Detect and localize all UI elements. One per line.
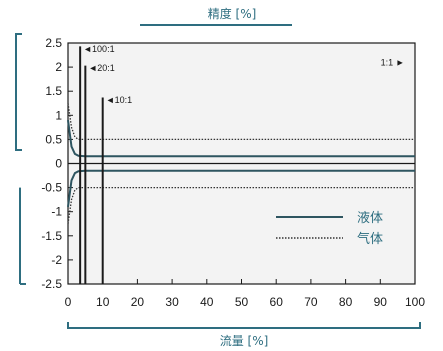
annotation-layer: ◄100:1 ◄20:1 ◄10:1 1:1 ►: [79, 44, 405, 284]
turndown-label: ◄20:1: [88, 63, 114, 73]
x-axis-bracket: [67, 322, 421, 329]
ratio-annotation: 1:1 ►: [381, 57, 405, 67]
x-tick-label: 100: [405, 295, 425, 309]
x-tick-label: 90: [374, 295, 388, 309]
y-tick-label: -0.5: [41, 181, 62, 195]
legend-liquid-label: 液体: [357, 211, 383, 226]
legend-gas-label: 气体: [357, 231, 383, 247]
x-tick-label: 40: [200, 295, 214, 309]
y-tick-label: 1.5: [45, 84, 62, 98]
turndown-label: ◄100:1: [83, 44, 114, 54]
x-tick-label: 60: [270, 295, 284, 309]
y-tick-label: 0.5: [45, 132, 62, 146]
x-tick-label: 70: [304, 295, 318, 309]
x-tick-label: 80: [339, 295, 353, 309]
y-tick-label: 2: [55, 60, 62, 74]
tick-layer: 2.521.510.50-0.5-1-1.5-2-2.50 10 20 30 40 50 6…: [19, 36, 425, 309]
y-tick-label: -1: [51, 205, 62, 219]
y-tick-label: 2.5: [45, 36, 62, 50]
legend: 液体 气体: [276, 211, 383, 247]
x-tick-label: 20: [131, 295, 145, 309]
y-axis-title-underline: [140, 24, 292, 26]
y-tick-label: -1.5: [41, 229, 62, 243]
y-axis-bracket-left: [15, 33, 22, 151]
y-axis-title: 精度 [%]: [208, 6, 257, 21]
x-tick-label: 30: [165, 295, 179, 309]
x-axis-title: 流量 [%]: [220, 334, 269, 348]
x-tick-label: 50: [235, 295, 249, 309]
x-tick-label: 0: [65, 295, 72, 309]
y-tick-label: 0: [55, 157, 62, 171]
y-tick-label: -2.5: [41, 277, 62, 291]
y-tick-label: 1: [55, 108, 62, 122]
turndown-label: ◄10:1: [106, 95, 132, 105]
x-tick-label: 10: [96, 295, 110, 309]
y-tick-label: -2: [51, 253, 62, 267]
